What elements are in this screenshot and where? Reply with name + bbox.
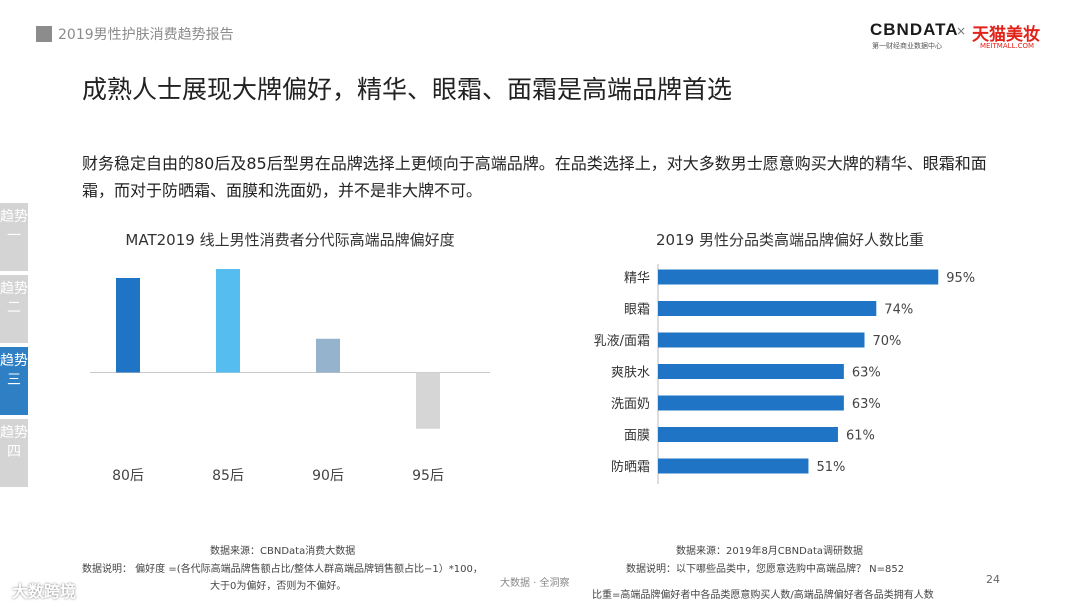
data-label: 63% [852,397,881,412]
tmall-logo-subtitle: MEITMALL.COM [980,42,1035,50]
center-watermark: 大数据 · 全洞察 [500,578,570,589]
side-tab-label: 趋势二 [0,281,28,316]
right-data-note-line2: 比重=高端品牌偏好者中各品类愿意购买人数/高端品牌偏好者各品类拥有人数 [592,590,934,601]
x-tick-label: 95后 [412,468,444,484]
bar-精华 [658,269,939,285]
left-data-source: 数据来源：CBNData消费大数据 [210,546,356,557]
side-tab-trend-3[interactable]: 趋势三 [0,347,28,415]
left-data-note-line1: 数据说明： 偏好度 =(各代际高端品牌售额占比/整体人群高端品牌销售额占比−1）… [82,564,483,575]
summary-text: 财务稳定自由的80后及85后型男在品牌选择上更倾向于高端品牌。在品类选择上，对大… [82,154,987,200]
y-tick-label: 面膜 [624,429,650,444]
side-tab-trend-4[interactable]: 趋势四 [0,419,28,487]
bar-防晒霜 [658,458,809,474]
category-preference-chart: 精华 95% 眼霜 74% 乳液/面霜 70% 爽肤水 63% 洗面奶 63% 面膜 61% 防晒霜 51… [594,264,975,484]
page-number: 24 [986,573,1000,586]
cbndata-logo: CBNDATA [870,20,959,39]
side-tab-trend-1[interactable]: 趋势一 [0,203,28,271]
report-title: 2019男性护肤消费趋势报告 [58,27,234,43]
bar-洗面奶 [658,395,844,411]
y-tick-label: 精华 [624,271,650,286]
generation-preference-chart: 80后 85后 90后 95后 [90,269,490,484]
data-label: 70% [873,334,902,349]
side-tab-trend-2[interactable]: 趋势二 [0,275,28,343]
side-tab-label: 趋势四 [0,425,28,460]
header-square-icon [36,26,52,42]
bar-90后 [316,338,340,373]
y-tick-label: 防晒霜 [611,459,650,475]
bar-乳液/面霜 [658,332,865,348]
y-tick-label: 乳液/面霜 [594,334,650,349]
bar-面膜 [658,427,838,442]
data-label: 61% [846,429,875,444]
data-label: 63% [852,366,881,381]
footer-watermark-logo: 大数跨境 [12,582,77,601]
bar-80后 [116,278,140,373]
x-tick-label: 80后 [112,468,144,484]
data-label: 51% [816,460,845,475]
y-tick-label: 洗面奶 [611,397,650,412]
right-chart-title: 2019 男性分品类高端品牌偏好人数比重 [656,231,924,249]
x-tick-label: 90后 [312,468,344,484]
y-tick-label: 爽肤水 [611,366,650,381]
bar-眼霜 [658,301,877,316]
x-tick-label: 85后 [212,468,244,484]
page-title: 成熟人士展现大牌偏好，精华、眼霜、面霜是高端品牌首选 [82,75,733,104]
bar-95后 [416,372,440,429]
left-data-note-line2: 大于0为偏好，否则为不偏好。 [210,581,347,592]
side-tab-label: 趋势一 [0,209,28,244]
y-tick-label: 眼霜 [624,303,650,318]
right-data-source: 数据来源：2019年8月CBNData调研数据 [676,546,864,557]
data-label: 95% [946,271,975,286]
logo-separator: × [956,24,967,38]
bar-85后 [216,269,240,373]
bar-爽肤水 [658,364,844,379]
tmall-logo: 天猫美妆 [972,25,1040,45]
data-label: 74% [884,303,913,318]
left-chart-title: MAT2019 线上男性消费者分代际高端品牌偏好度 [125,231,455,249]
side-tab-label: 趋势三 [0,353,28,388]
right-data-note-line1: 数据说明：以下哪些品类中，您愿意选购中高端品牌？ N=852 [626,564,905,575]
cbndata-logo-subtitle: 第一财经商业数据中心 [872,42,942,50]
